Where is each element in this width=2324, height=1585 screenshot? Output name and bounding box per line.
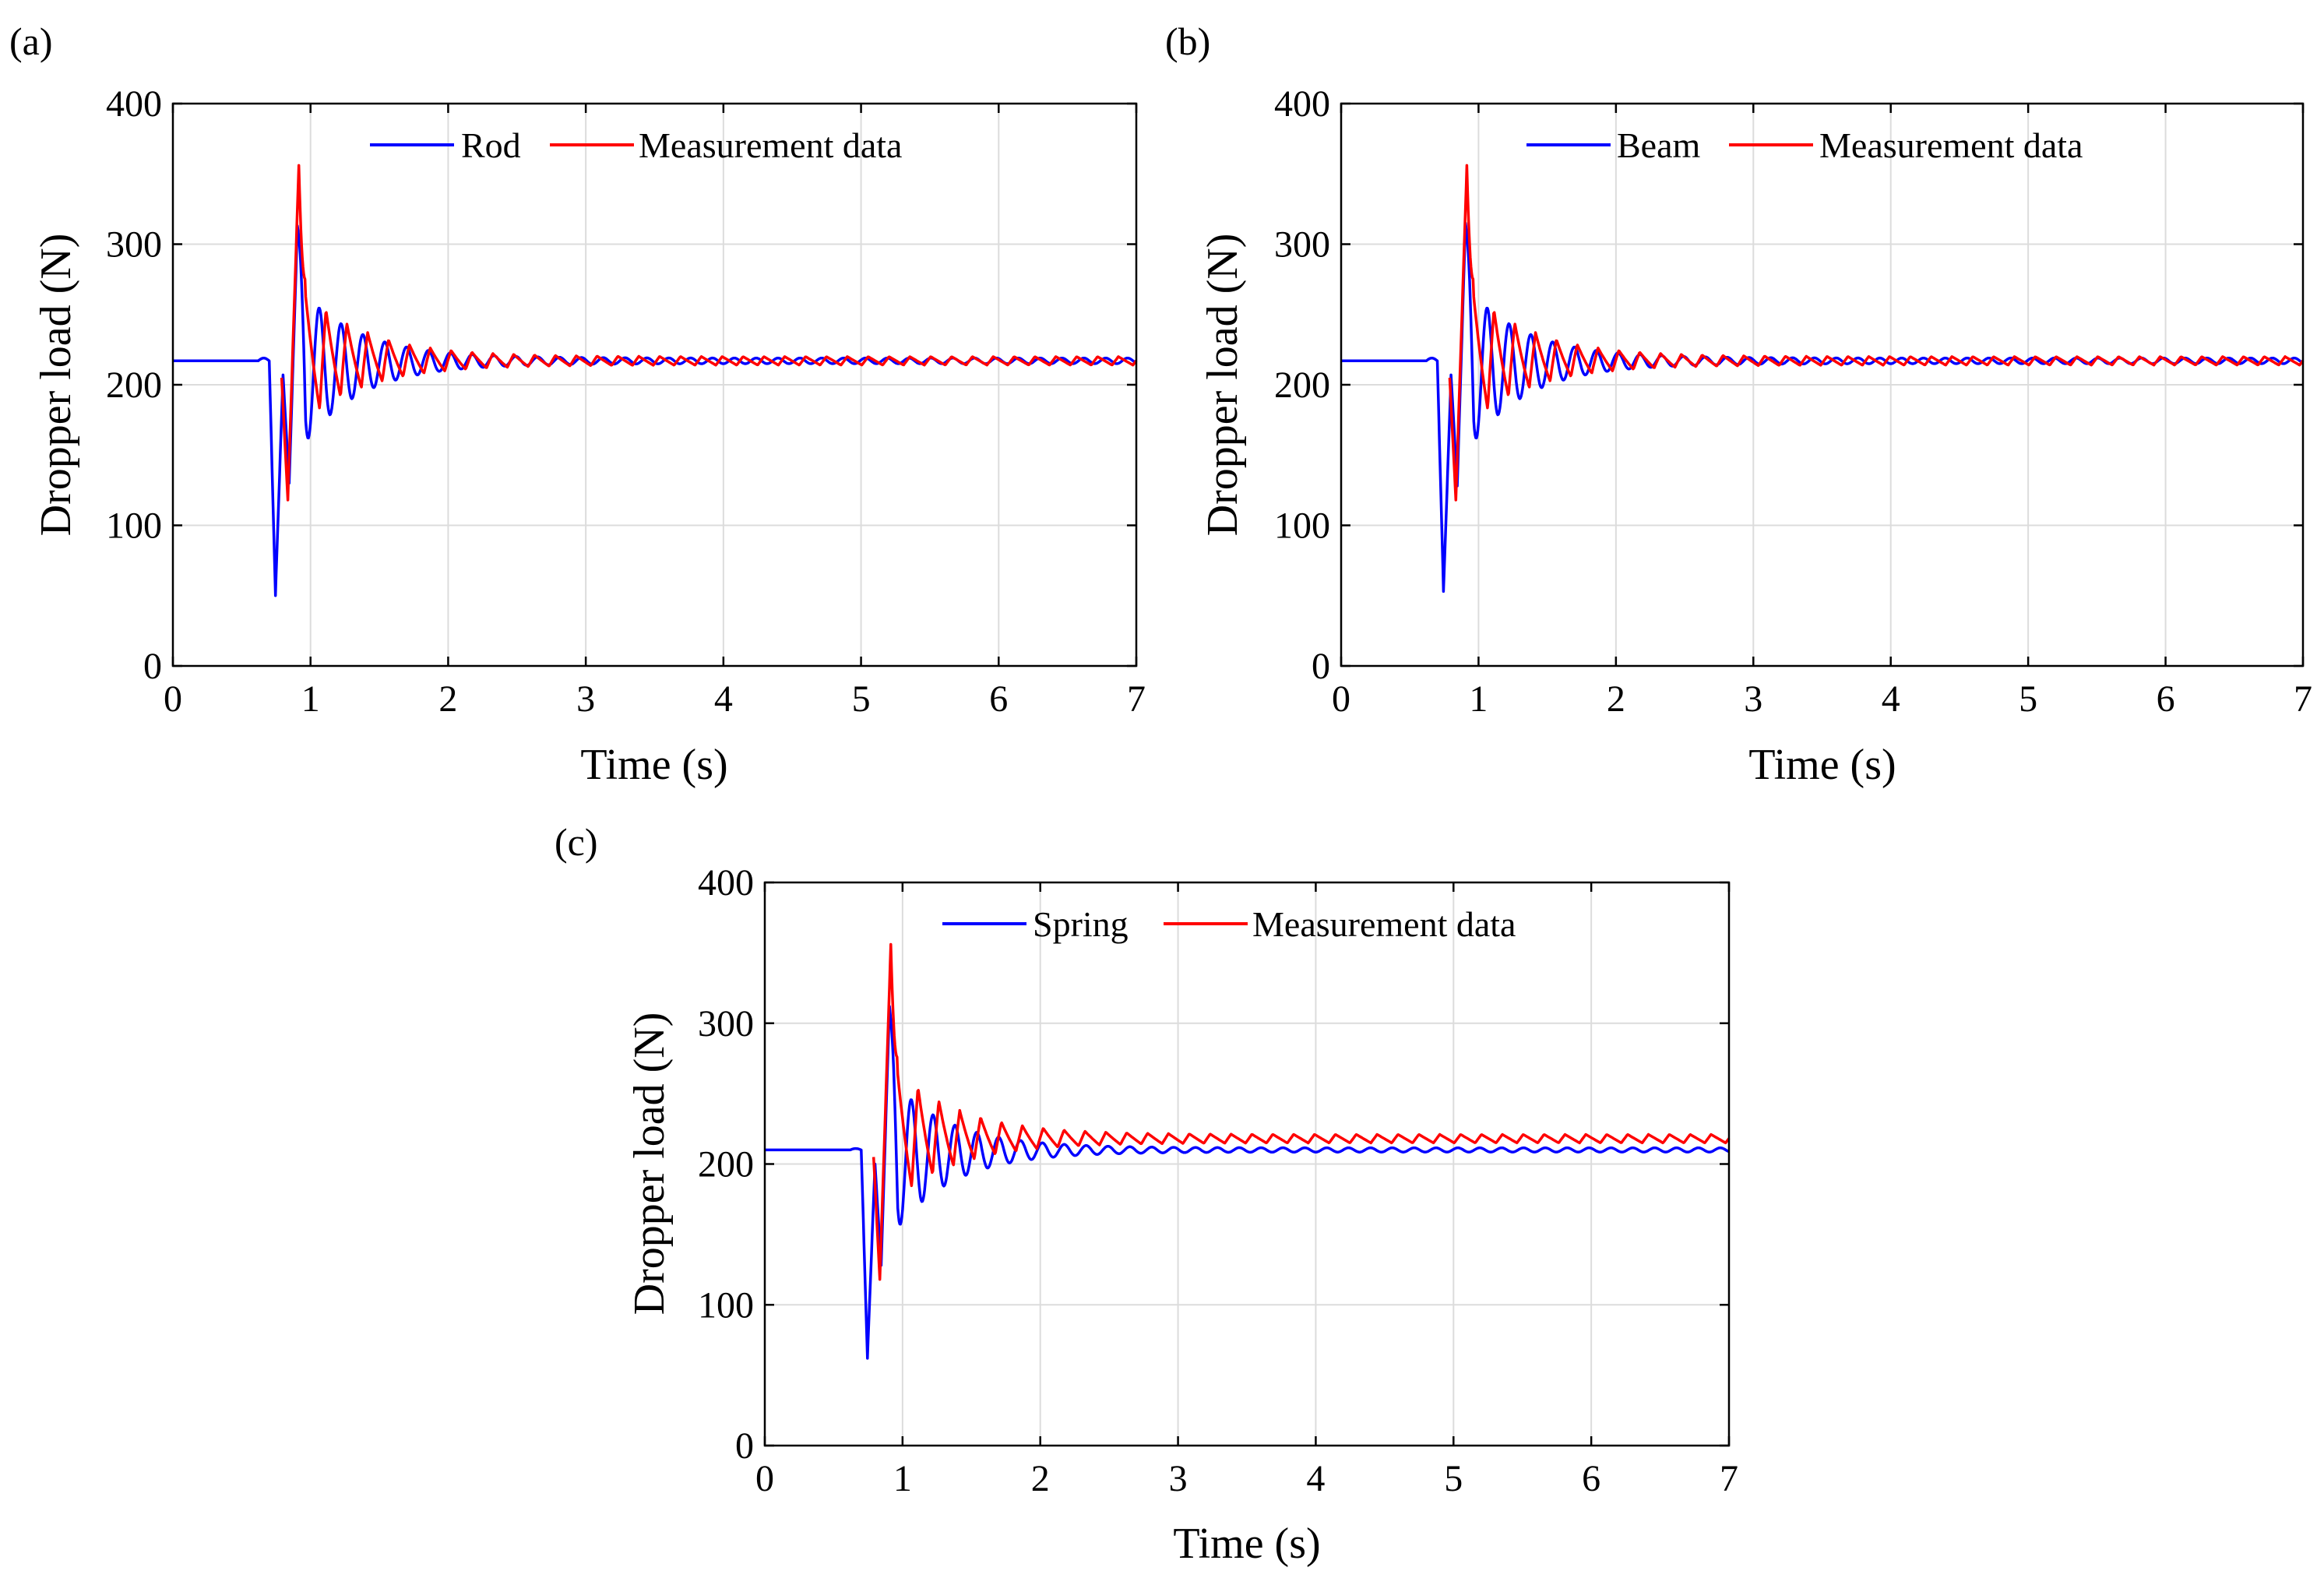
x-tick-label: 3 bbox=[576, 678, 595, 720]
series-line-model bbox=[172, 224, 1137, 597]
y-tick-label: 300 bbox=[1274, 224, 1330, 266]
y-tick-label: 400 bbox=[698, 862, 754, 903]
y-tick-label: 200 bbox=[1274, 365, 1330, 406]
legend: Spring Measurement data bbox=[942, 904, 1516, 944]
y-tick-label: 200 bbox=[106, 365, 162, 406]
y-tick-label: 100 bbox=[1274, 505, 1330, 547]
x-tick-label: 7 bbox=[2294, 678, 2312, 720]
y-axis-title: Dropper load (N) bbox=[625, 1013, 674, 1316]
y-tick-label: 0 bbox=[735, 1425, 754, 1467]
y-tick-label: 100 bbox=[106, 505, 162, 547]
legend-label-measurement: Measurement data bbox=[1819, 125, 2083, 165]
legend-label-measurement: Measurement data bbox=[1252, 904, 1516, 944]
x-tick-label: 6 bbox=[989, 678, 1008, 720]
series-line-model bbox=[764, 1005, 1730, 1360]
y-tick-label: 300 bbox=[106, 224, 162, 266]
series-layer bbox=[764, 942, 1731, 1360]
grid bbox=[765, 882, 1729, 1446]
x-tick-label: 7 bbox=[1720, 1458, 1738, 1499]
axis-ticks: 0 1 2 3 4 5 6 7 0 100 200 300 400 bbox=[1274, 83, 2312, 720]
y-tick-label: 100 bbox=[698, 1284, 754, 1326]
y-tick-label: 0 bbox=[1312, 646, 1330, 687]
x-tick-label: 1 bbox=[301, 678, 320, 720]
x-tick-label: 4 bbox=[1306, 1458, 1325, 1499]
chart-panel-b: (b) 0 1 2 3 4 5 6 7 0 100 200 300 400 Time (s) Dropp… bbox=[1165, 19, 2312, 789]
y-tick-label: 300 bbox=[698, 1003, 754, 1044]
grid bbox=[173, 104, 1136, 666]
x-tick-label: 5 bbox=[2019, 678, 2037, 720]
series-line-measurement bbox=[1448, 164, 2305, 502]
x-tick-label: 7 bbox=[1127, 678, 1146, 720]
x-tick-label: 5 bbox=[852, 678, 871, 720]
legend: Beam Measurement data bbox=[1526, 125, 2083, 165]
series-line-measurement bbox=[280, 164, 1138, 502]
x-tick-label: 2 bbox=[1031, 1458, 1050, 1499]
y-tick-label: 400 bbox=[1274, 83, 1330, 125]
x-tick-label: 6 bbox=[2157, 678, 2175, 720]
x-tick-label: 6 bbox=[1582, 1458, 1600, 1499]
x-axis-title: Time (s) bbox=[1748, 741, 1896, 789]
x-tick-label: 0 bbox=[164, 678, 182, 720]
series-layer bbox=[172, 164, 1138, 597]
axis-ticks: 0 1 2 3 4 5 6 7 0 100 200 300 400 bbox=[106, 83, 1146, 720]
x-axis-title: Time (s) bbox=[580, 741, 727, 789]
y-tick-label: 400 bbox=[106, 83, 162, 125]
grid bbox=[1341, 104, 2303, 666]
x-tick-label: 5 bbox=[1444, 1458, 1463, 1499]
series-line-measurement bbox=[872, 942, 1731, 1281]
legend-label-measurement: Measurement data bbox=[639, 125, 902, 165]
x-tick-label: 3 bbox=[1744, 678, 1762, 720]
x-tick-label: 0 bbox=[755, 1458, 774, 1499]
panel-label: (b) bbox=[1165, 19, 1210, 63]
chart-panel-c: (c) 0 1 2 3 4 5 6 7 0 100 200 300 400 Time (s) Dropp… bbox=[555, 820, 1738, 1568]
series-layer bbox=[1340, 164, 2305, 593]
axis-ticks: 0 1 2 3 4 5 6 7 0 100 200 300 400 bbox=[698, 862, 1738, 1499]
x-tick-label: 3 bbox=[1169, 1458, 1188, 1499]
x-tick-label: 4 bbox=[714, 678, 733, 720]
legend: Rod Measurement data bbox=[370, 125, 902, 165]
chart-panel-a: (a) 0 1 2 3 4 5 6 7 0 100 200 300 400 Time (s) Dropp… bbox=[9, 19, 1146, 789]
series-line-model bbox=[1340, 221, 2304, 593]
legend-label-model: Beam bbox=[1617, 125, 1701, 165]
x-tick-label: 0 bbox=[1332, 678, 1350, 720]
y-axis-title: Dropper load (N) bbox=[32, 234, 80, 537]
x-tick-label: 4 bbox=[1882, 678, 1900, 720]
x-tick-label: 1 bbox=[893, 1458, 912, 1499]
x-tick-label: 2 bbox=[1607, 678, 1625, 720]
y-tick-label: 0 bbox=[143, 646, 162, 687]
legend-label-model: Rod bbox=[461, 125, 521, 165]
panel-label: (a) bbox=[9, 19, 53, 63]
x-tick-label: 1 bbox=[1469, 678, 1488, 720]
y-axis-title: Dropper load (N) bbox=[1199, 234, 1247, 537]
y-tick-label: 200 bbox=[698, 1144, 754, 1185]
panel-label: (c) bbox=[555, 820, 598, 864]
legend-label-model: Spring bbox=[1033, 904, 1129, 944]
x-axis-title: Time (s) bbox=[1173, 1520, 1320, 1568]
x-tick-label: 2 bbox=[438, 678, 457, 720]
